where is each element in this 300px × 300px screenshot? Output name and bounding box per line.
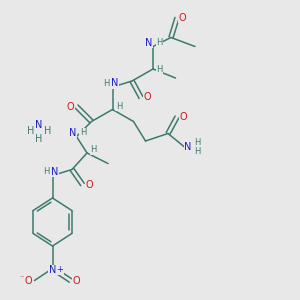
Text: H: H bbox=[44, 126, 51, 136]
Text: H: H bbox=[194, 147, 200, 156]
Text: H: H bbox=[194, 138, 200, 147]
Text: H: H bbox=[35, 134, 43, 145]
Text: O: O bbox=[67, 101, 74, 112]
Text: O: O bbox=[25, 275, 32, 286]
Text: O: O bbox=[85, 179, 93, 190]
Text: N: N bbox=[35, 120, 43, 130]
Text: H: H bbox=[116, 102, 122, 111]
Text: +: + bbox=[57, 266, 63, 274]
Text: H: H bbox=[80, 128, 86, 137]
Text: O: O bbox=[73, 275, 80, 286]
Text: H: H bbox=[27, 126, 34, 136]
Text: H: H bbox=[43, 167, 49, 176]
Text: N: N bbox=[184, 142, 192, 152]
Text: H: H bbox=[156, 64, 163, 74]
Text: H: H bbox=[90, 146, 97, 154]
Text: H: H bbox=[156, 38, 163, 47]
Text: N: N bbox=[146, 38, 153, 48]
Text: N: N bbox=[111, 78, 118, 88]
Text: N: N bbox=[69, 128, 76, 138]
Text: N: N bbox=[51, 167, 58, 177]
Text: O: O bbox=[143, 92, 151, 103]
Text: O: O bbox=[178, 13, 186, 23]
Text: O: O bbox=[179, 112, 187, 122]
Text: ⁻: ⁻ bbox=[20, 274, 24, 283]
Text: N: N bbox=[49, 265, 56, 275]
Text: H: H bbox=[103, 79, 109, 88]
